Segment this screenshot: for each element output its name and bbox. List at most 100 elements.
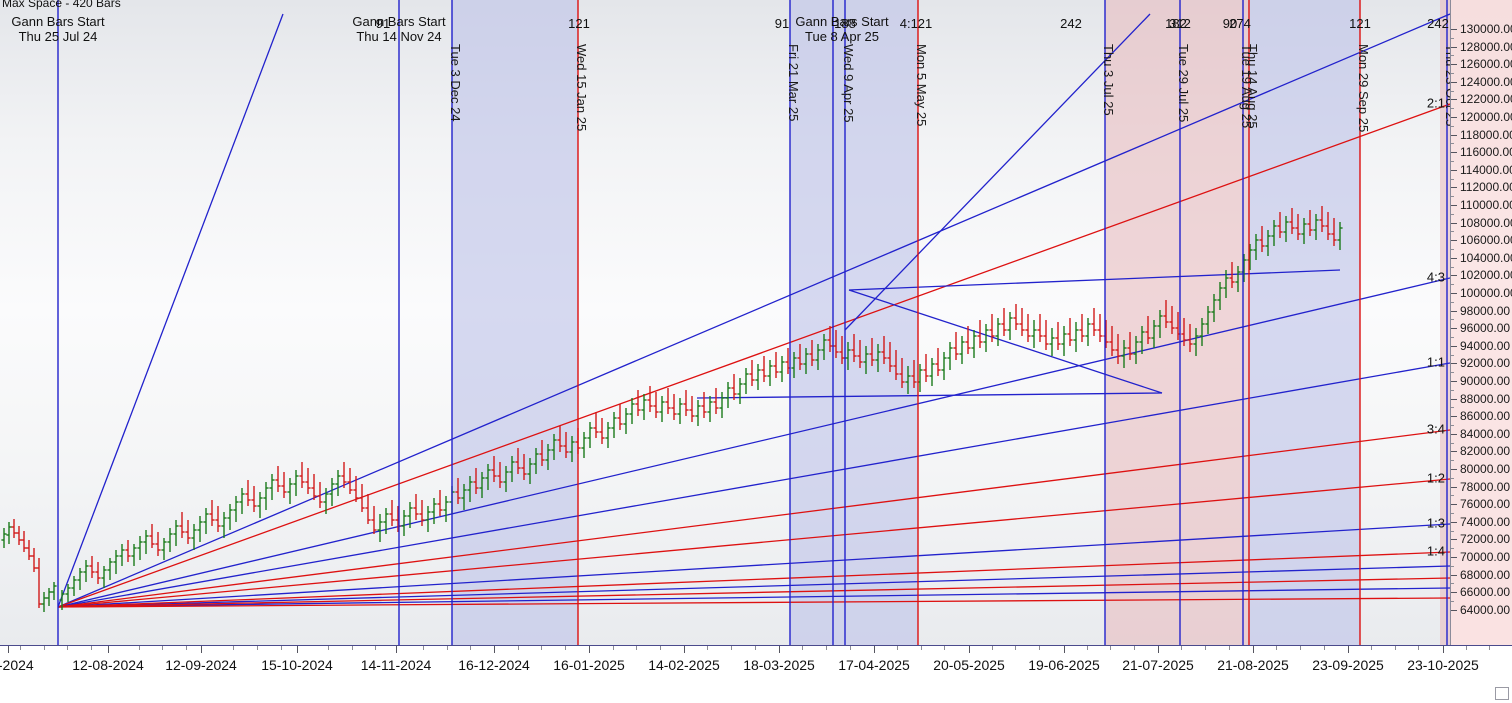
ohlc-bar xyxy=(971,330,977,358)
ohlc-bar xyxy=(431,498,437,524)
price-axis[interactable]: 130000.00 128000.00 126000.00 124000.00 1220… xyxy=(1450,0,1512,645)
fan-ratio-label: 1:1 xyxy=(1426,354,1445,370)
price-tick xyxy=(1451,81,1457,83)
date-minor-tick xyxy=(660,646,661,650)
ohlc-bar xyxy=(617,404,623,430)
price-minor-tick xyxy=(1451,125,1454,127)
fan-ratio-label: 3:4 xyxy=(1426,421,1445,437)
price-minor-tick xyxy=(1451,73,1454,74)
ohlc-bar xyxy=(473,468,479,494)
ohlc-bar xyxy=(893,350,899,380)
ohlc-bar xyxy=(869,338,875,366)
vertical-date-label: Fri 21 Mar 25 xyxy=(786,44,801,122)
ohlc-bar xyxy=(1151,320,1157,348)
trendline xyxy=(848,269,1341,291)
ohlc-bar xyxy=(365,494,371,524)
vertical-date-label: Tue 29 Jul 25 xyxy=(1176,44,1191,123)
price-tick-label: 66000.00 xyxy=(1460,585,1511,600)
ohlc-bar xyxy=(77,568,83,590)
ohlc-bar xyxy=(647,386,653,412)
date-tick xyxy=(874,646,875,653)
ohlc-bar xyxy=(665,388,671,414)
date-axis[interactable]: 07-2024 12-08-2024 12-09-2024 15-10-2024 14-… xyxy=(0,645,1512,703)
bar-count-label: 274 xyxy=(1229,16,1251,31)
ohlc-bar xyxy=(1313,214,1319,240)
price-minor-tick xyxy=(1451,530,1454,532)
date-minor-tick xyxy=(897,646,898,650)
ohlc-bar xyxy=(641,394,647,420)
ohlc-bar xyxy=(713,388,719,414)
ohlc-bar xyxy=(11,519,17,538)
ohlc-bar xyxy=(257,492,263,518)
date-minor-tick xyxy=(470,646,471,650)
ohlc-bar xyxy=(1169,306,1175,334)
price-tick xyxy=(1451,574,1457,576)
date-minor-tick xyxy=(613,646,614,650)
bar-count-label: 4:121 xyxy=(899,16,933,31)
price-tick-label: 74000.00 xyxy=(1460,514,1511,529)
date-tick xyxy=(969,646,970,653)
resize-grip-icon[interactable] xyxy=(1495,687,1509,700)
bar-count-label: 121 xyxy=(1349,16,1371,31)
gann-bars-start-date: Thu 14 Nov 24 xyxy=(356,29,442,44)
price-minor-tick xyxy=(1451,513,1454,514)
fan-ratio-label: 2:1 xyxy=(1426,95,1445,111)
ohlc-bar xyxy=(479,472,485,498)
price-tick xyxy=(1451,345,1457,347)
ohlc-bar xyxy=(629,398,635,424)
price-tick-label: 116000.00 xyxy=(1460,145,1512,160)
ohlc-bar xyxy=(623,408,629,434)
date-minor-tick xyxy=(1300,646,1301,650)
ohlc-bar xyxy=(947,342,953,370)
ohlc-bar xyxy=(317,482,323,508)
price-tick xyxy=(1451,152,1457,154)
date-minor-tick xyxy=(1395,646,1396,650)
ohlc-bar xyxy=(467,476,473,502)
price-minor-tick xyxy=(1451,354,1454,356)
trendline xyxy=(844,13,1151,331)
vertical-date-label: Thu 23 Oct 25 xyxy=(1443,44,1450,127)
gann-bars-start-title: Gann Bars Start xyxy=(11,14,105,29)
price-minor-tick xyxy=(1451,231,1454,233)
ohlc-bar xyxy=(269,474,275,500)
ohlc-bar xyxy=(887,342,893,372)
price-tick xyxy=(1451,46,1457,48)
price-tick xyxy=(1451,557,1457,558)
ohlc-bar xyxy=(1127,332,1133,360)
bar-count-label: 121 xyxy=(568,16,590,31)
ohlc-bar xyxy=(899,358,905,388)
ohlc-bar xyxy=(743,368,749,394)
ohlc-bar xyxy=(581,432,587,458)
ohlc-bar xyxy=(1331,218,1337,246)
ohlc-bar xyxy=(401,510,407,536)
date-tick-label: 21-07-2025 xyxy=(1122,657,1194,673)
price-tick xyxy=(1451,205,1457,206)
ohlc-bar xyxy=(185,520,191,544)
date-minor-tick xyxy=(139,646,140,650)
ohlc-bar xyxy=(803,348,809,374)
ohlc-bar xyxy=(287,478,293,504)
ohlc-bar xyxy=(251,486,257,512)
date-minor-tick xyxy=(1466,646,1467,650)
date-minor-tick xyxy=(1205,646,1206,650)
price-tick-label: 90000.00 xyxy=(1460,374,1511,388)
price-tick xyxy=(1451,222,1457,224)
ohlc-bar xyxy=(1115,334,1121,364)
ohlc-bar xyxy=(791,352,797,378)
ohlc-bar xyxy=(1079,314,1085,342)
ohlc-bar xyxy=(1049,328,1055,356)
ohlc-bar xyxy=(1301,218,1307,244)
ohlc-bar xyxy=(773,352,779,378)
trendline-group xyxy=(57,13,1341,608)
date-minor-tick xyxy=(1015,646,1016,650)
ohlc-bar xyxy=(275,466,281,492)
price-tick xyxy=(1451,451,1457,453)
date-minor-tick xyxy=(1229,646,1230,650)
price-tick-label: 70000.00 xyxy=(1460,550,1511,564)
fan-ratio-label: 4:3 xyxy=(1426,269,1445,285)
chart-plot-area[interactable]: Max Space - 420 Bars Gann Bars Start Thu … xyxy=(0,0,1450,645)
date-tick xyxy=(201,646,202,653)
ohlc-bar xyxy=(929,358,935,386)
ohlc-bar xyxy=(461,484,467,510)
fan-ratio-label: 1:2 xyxy=(1426,470,1445,486)
